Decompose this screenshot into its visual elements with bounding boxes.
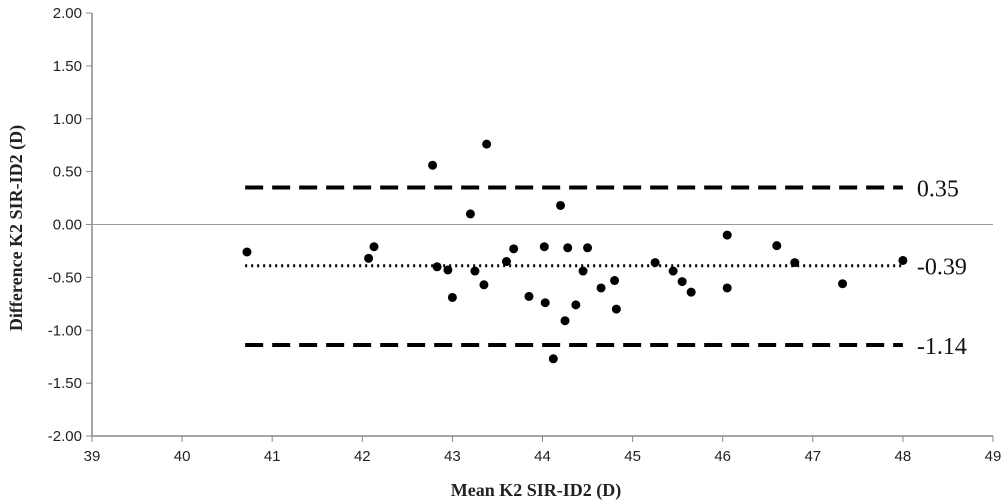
x-tick-label: 46 xyxy=(714,448,731,465)
data-point xyxy=(479,280,489,290)
labels: 0.35 -0.39 -1.14 xyxy=(917,176,967,360)
data-point xyxy=(501,257,511,267)
y-axis-title: Difference K2 SIR-ID2 (D) xyxy=(6,125,27,331)
data-point xyxy=(668,266,678,276)
data-point xyxy=(772,241,782,251)
data-point xyxy=(509,244,519,254)
reference-line-label: -0.39 xyxy=(917,255,967,281)
data-point xyxy=(790,258,800,268)
x-axis-title: Mean K2 SIR-ID2 (D) xyxy=(451,480,622,501)
x-tick-label: 40 xyxy=(174,448,191,465)
x-tick-label: 39 xyxy=(84,448,101,465)
data-point xyxy=(611,304,621,314)
data-point xyxy=(563,243,573,253)
data-point xyxy=(650,258,660,268)
data-point xyxy=(677,277,687,287)
y-tick-label: 0.50 xyxy=(53,164,82,181)
y-tick-label: -1.50 xyxy=(48,375,82,392)
data-point xyxy=(242,247,252,257)
x-tick-label: 43 xyxy=(444,448,461,465)
data-point xyxy=(838,279,848,289)
data-points xyxy=(242,139,908,364)
data-point xyxy=(369,242,379,252)
data-point xyxy=(539,242,549,252)
y-tick-label: 2.00 xyxy=(53,5,82,22)
y-tick-label: -1.00 xyxy=(48,322,82,339)
data-point xyxy=(571,300,581,310)
y-tick-label: -0.50 xyxy=(48,269,82,286)
x-tick-label: 42 xyxy=(354,448,371,465)
data-point xyxy=(540,298,550,308)
data-point xyxy=(447,292,457,302)
reference-line-label: -1.14 xyxy=(917,334,967,360)
x-tick-label: 49 xyxy=(985,448,1002,465)
axes: 2.00 1.50 1.00 0.50 0.00 -0.50 -1.00 -1.50 -2.00… xyxy=(48,5,1002,465)
data-point xyxy=(364,253,374,263)
data-point xyxy=(465,209,475,219)
data-point xyxy=(560,316,570,326)
data-point xyxy=(524,291,534,301)
x-tick-label: 45 xyxy=(624,448,641,465)
data-point xyxy=(583,243,593,253)
data-point xyxy=(578,266,588,276)
data-point xyxy=(428,160,438,170)
data-point xyxy=(596,283,606,293)
x-tick-label: 44 xyxy=(534,448,551,465)
data-point xyxy=(722,230,732,240)
data-point xyxy=(432,262,442,272)
data-point xyxy=(482,139,492,149)
x-tick-label: 47 xyxy=(804,448,821,465)
data-point xyxy=(722,283,732,293)
x-tick-label: 48 xyxy=(895,448,912,465)
x-tick-label: 41 xyxy=(264,448,281,465)
y-tick-label: -2.00 xyxy=(48,428,82,445)
data-point xyxy=(610,276,620,286)
data-point xyxy=(548,354,558,364)
y-tick-label: 1.50 xyxy=(53,58,82,75)
data-point xyxy=(443,265,453,275)
y-tick-label: 1.00 xyxy=(53,111,82,128)
data-point xyxy=(470,266,480,276)
data-point xyxy=(556,200,566,210)
y-tick-label: 0.00 xyxy=(53,217,82,234)
data-point xyxy=(898,255,908,265)
reference-lines xyxy=(245,185,903,348)
reference-line-label: 0.35 xyxy=(917,176,959,202)
data-point xyxy=(686,287,696,297)
